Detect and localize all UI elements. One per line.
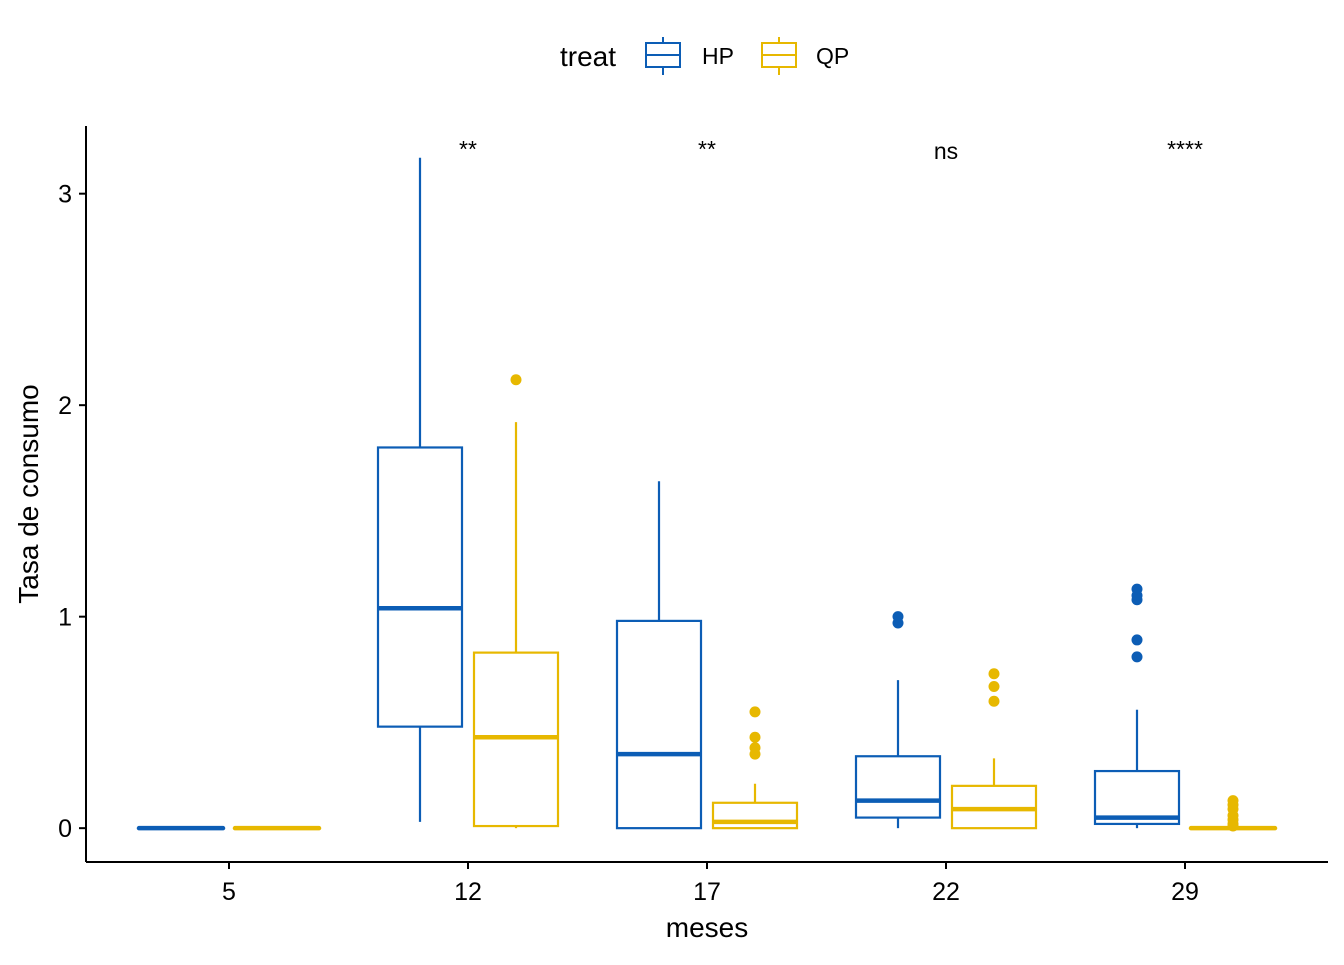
box-iqr [711, 801, 799, 830]
box-HP-12 [376, 157, 464, 822]
y-tick-label: 0 [58, 815, 72, 843]
outlier-point [988, 680, 1000, 692]
box-QP-17 [711, 706, 799, 830]
outlier-point [988, 695, 1000, 707]
y-tick-label: 3 [58, 181, 72, 209]
box-QP-22 [950, 668, 1038, 830]
box-iqr [854, 755, 942, 819]
y-tick-label: 1 [58, 604, 72, 632]
x-tick-label: 5 [222, 878, 236, 906]
legend-label: HP [702, 43, 734, 69]
outlier-point [749, 742, 761, 754]
box-QP-12 [472, 374, 560, 829]
x-axis-title: meses [666, 912, 748, 943]
legend-key-HP [645, 37, 681, 75]
legend-key-QP [761, 37, 797, 75]
legend-title: treat [560, 41, 616, 72]
x-tick-label: 17 [693, 878, 721, 906]
outlier-point [1131, 651, 1143, 663]
outlier-point [988, 668, 1000, 680]
x-tick-label: 12 [454, 878, 482, 906]
outlier-point [749, 706, 761, 718]
legend-label: QP [816, 43, 849, 69]
significance-label: **** [1167, 136, 1203, 162]
legend: treat HP QP [560, 37, 849, 75]
box-iqr [615, 619, 703, 830]
outlier-point [749, 731, 761, 743]
outlier-point [1131, 634, 1143, 646]
outlier-point [1131, 583, 1143, 595]
box-iqr [376, 446, 464, 728]
outlier-point [510, 374, 522, 386]
significance-label: ** [459, 136, 477, 162]
y-tick-label: 2 [58, 392, 72, 420]
box-iqr [1093, 769, 1181, 826]
significance-label: ** [698, 136, 716, 162]
outlier-point [1227, 795, 1239, 807]
box-HP-29 [1093, 583, 1181, 829]
box-HP-22 [854, 611, 942, 829]
x-tick-label: 22 [932, 878, 960, 906]
plot-area: ** ** ns **** [136, 136, 1278, 832]
y-axis-title: Tasa de consumo [13, 384, 44, 603]
box-HP-17 [615, 481, 703, 830]
box-QP-29 [1188, 795, 1278, 832]
x-tick-label: 29 [1171, 878, 1199, 906]
outlier-point [892, 611, 904, 623]
significance-label: ns [934, 138, 958, 164]
